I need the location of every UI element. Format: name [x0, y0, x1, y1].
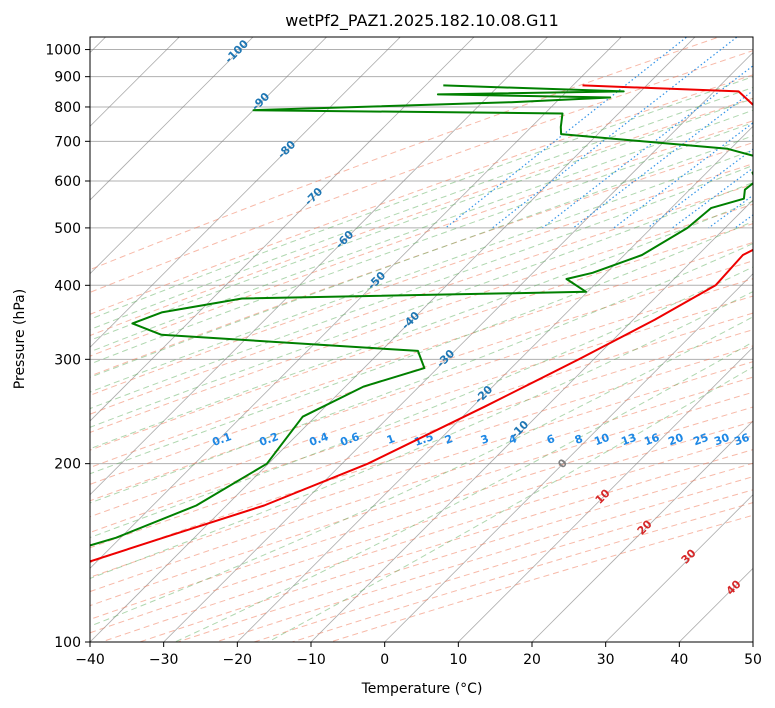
isotherm-line [90, 37, 328, 275]
isotherm-line [457, 346, 753, 642]
x-tick-label: 20 [523, 652, 541, 668]
mixing-ratio-label: 20 [666, 431, 685, 449]
x-tick-label: 10 [449, 652, 467, 668]
mixing-ratio-label: 2 [443, 432, 455, 447]
y-tick-label: 300 [54, 352, 81, 368]
dry-adiabat-line [90, 376, 753, 593]
dry-adiabat-line [90, 223, 753, 451]
dry-adiabat-line [90, 74, 753, 315]
dry-adiabat-line [90, 421, 753, 634]
dry-adiabat-line [90, 203, 753, 433]
moist-adiabat-line [90, 242, 753, 504]
isotherm-line [90, 37, 475, 422]
moist-adiabat-line [90, 220, 753, 475]
sounding-profiles [90, 84, 753, 563]
y-tick-label: 600 [54, 174, 81, 190]
y-tick-label: 200 [54, 457, 81, 473]
mixing-ratio-line [492, 37, 739, 229]
mixing-ratio-line [672, 167, 753, 229]
x-tick-label: −40 [75, 652, 105, 668]
moist-adiabat-line [90, 164, 753, 410]
dewpoint-profile [90, 84, 753, 547]
y-tick-label: 400 [54, 278, 81, 294]
mixing-ratio-line [572, 89, 753, 229]
dry-adiabat-line [90, 37, 721, 271]
x-tick-label: 0 [380, 652, 389, 668]
dry-adiabat-line [90, 278, 753, 502]
dry-adiabat-line [90, 361, 753, 578]
mixing-ratio-label: 4 [507, 432, 519, 447]
dry-adiabat-line [90, 406, 753, 620]
moist-adiabat-line [174, 341, 753, 642]
y-tick-label: 900 [54, 70, 81, 86]
x-tick-label: −20 [223, 652, 253, 668]
x-tick-label: 40 [670, 652, 688, 668]
dry-adiabat-line [90, 295, 753, 518]
moist-adiabat-line [90, 149, 753, 393]
mixing-ratio-label: 3 [479, 432, 491, 447]
isotherm-line [605, 494, 753, 642]
isotherm-line [163, 52, 753, 642]
temperature-profile [90, 84, 753, 563]
background-lines [90, 37, 753, 642]
isotherm-line [236, 125, 753, 642]
dry-adiabat-line [90, 163, 753, 396]
mixing-ratio-label: 1.5 [412, 430, 435, 449]
x-tick-label: −30 [149, 652, 179, 668]
mixing-ratio-label: 6 [545, 432, 557, 447]
x-tick-label: 50 [744, 652, 762, 668]
mixing-ratio-label: 0.4 [307, 430, 330, 449]
isotherm-line [531, 420, 753, 642]
x-tick-label: 30 [597, 652, 615, 668]
y-tick-label: 100 [54, 635, 81, 651]
y-axis-label: Pressure (hPa) [12, 289, 28, 389]
isotherm-line [384, 273, 753, 642]
mixing-ratio-label: 16 [642, 431, 661, 449]
moist-adiabat-line [90, 86, 753, 331]
y-tick-label: 800 [54, 100, 81, 116]
isotherm-line [90, 37, 549, 496]
dry-adiabat-line [214, 476, 753, 642]
mixing-ratio-label: 36 [732, 431, 751, 449]
isotherm-line [90, 37, 254, 201]
dry-adiabat-line [90, 50, 753, 293]
plot-frame [89, 36, 754, 643]
x-tick-label: −10 [296, 652, 326, 668]
dry-adiabat-line [90, 183, 753, 415]
mixing-ratio-label: 25 [691, 431, 710, 448]
dry-adiabat-line [290, 502, 753, 642]
dry-adiabat-line [328, 514, 753, 642]
y-axis-ticks: 1000 900 800 700 600 500 400 300 200 100 [45, 43, 90, 651]
mixing-ratio-label: 0.2 [257, 430, 280, 449]
mixing-ratio-label: 0.1 [210, 430, 233, 449]
mixing-ratio-label: 1 [385, 432, 397, 447]
isotherm-line [90, 37, 622, 569]
moist-adiabat-line [90, 98, 753, 341]
x-axis-label: Temperature (°C) [361, 681, 483, 697]
mixing-ratio-line [445, 37, 688, 229]
mixing-ratio-line [613, 122, 753, 229]
mixing-ratio-label: 13 [619, 431, 638, 448]
dry-adiabat-line [90, 312, 753, 533]
y-tick-label: 500 [54, 221, 81, 237]
moist-adiabat-line [90, 316, 753, 627]
chart-title: wetPf2_PAZ1.2025.182.10.08.G11 [285, 11, 559, 31]
y-tick-label: 1000 [45, 43, 81, 59]
isotherm-line [90, 37, 696, 642]
x-axis-ticks: −40 −30 −20 −10 0 10 20 30 40 50 [75, 642, 762, 668]
dry-adiabat-line [176, 462, 753, 642]
y-tick-label: 700 [54, 134, 81, 150]
mixing-ratio-label: 30 [712, 431, 731, 449]
mixing-ratio-label: 8 [573, 432, 585, 447]
mixing-ratio-label: 0.6 [338, 430, 361, 449]
isotherm-line [310, 199, 753, 642]
mixing-ratio-label: 10 [592, 431, 611, 449]
